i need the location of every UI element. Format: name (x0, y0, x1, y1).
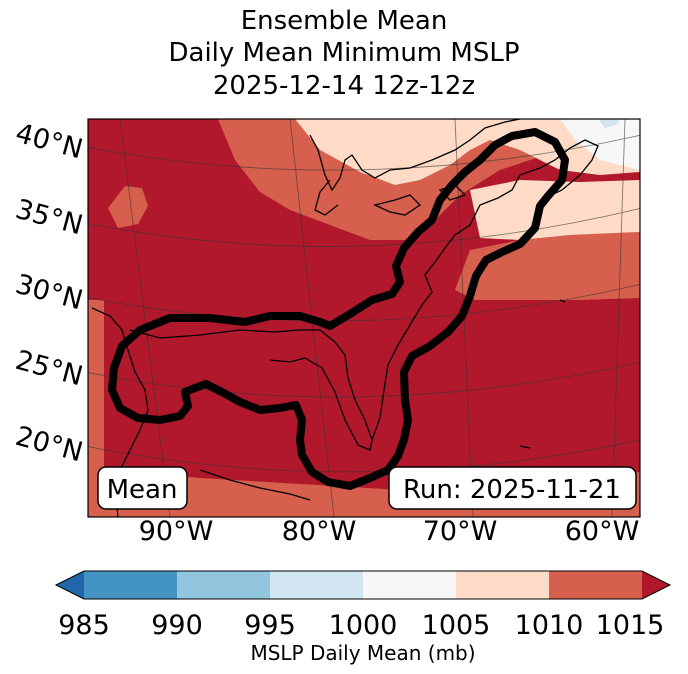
colorbar-985-990 (84, 571, 177, 599)
lon-label-70w: 70°W (423, 516, 498, 547)
lon-label-80w: 80°W (282, 516, 357, 547)
mean-label: Mean (107, 475, 178, 505)
lat-label-20: 20°N (12, 421, 86, 469)
colorbar-995-1000 (270, 571, 363, 599)
field-1010-1015-west-patch (108, 186, 148, 228)
field-1005-1010-east (470, 180, 640, 240)
field-1005-1010 (295, 119, 640, 185)
colorbar-1005-1010 (456, 571, 549, 599)
colorbar-tick-990: 990 (151, 610, 203, 641)
lat-label-25: 25°N (12, 345, 86, 393)
run-label: Run: 2025-11-21 (403, 475, 621, 505)
title-line-3: 2025-12-14 12z-12z (212, 71, 476, 101)
colorbar-label: MSLP Daily Mean (mb) (250, 641, 475, 665)
field-1000-1005 (560, 119, 640, 170)
field-995-1000 (598, 119, 620, 128)
lat-label-35: 35°N (12, 194, 86, 242)
lat-label-40: 40°N (12, 118, 86, 166)
colorbar-tick-1000: 1000 (329, 610, 398, 641)
colorbar-tick-1015: 1015 (596, 610, 665, 641)
lon-label-60w: 60°W (565, 516, 640, 547)
run-label-box: Run: 2025-11-21 (388, 466, 637, 510)
title-line-2: Daily Mean Minimum MSLP (168, 38, 520, 68)
colorbar-1000-1005 (363, 571, 456, 599)
colorbar-990-995 (177, 571, 270, 599)
colorbar-extend-high (642, 571, 670, 599)
colorbar: 985 990 995 1000 1005 1010 1015 MSLP Dai… (54, 570, 672, 665)
lon-label-90w: 90°W (139, 516, 214, 547)
colorbar-extend-low (56, 571, 84, 599)
colorbar-tick-1005: 1005 (422, 610, 491, 641)
colorbar-tick-1010: 1010 (515, 610, 584, 641)
map-panel (88, 119, 640, 517)
mean-label-box: Mean (97, 466, 188, 510)
lat-label-30: 30°N (12, 269, 86, 317)
title-line-1: Ensemble Mean (240, 6, 448, 36)
mslp-contour (108, 128, 569, 490)
map-border (87, 118, 641, 518)
colorbar-tick-985: 985 (58, 610, 110, 641)
colorbar-tick-995: 995 (244, 610, 296, 641)
colorbar-1010-1015 (549, 571, 642, 599)
field-1010-1015-west-strip (88, 300, 104, 470)
